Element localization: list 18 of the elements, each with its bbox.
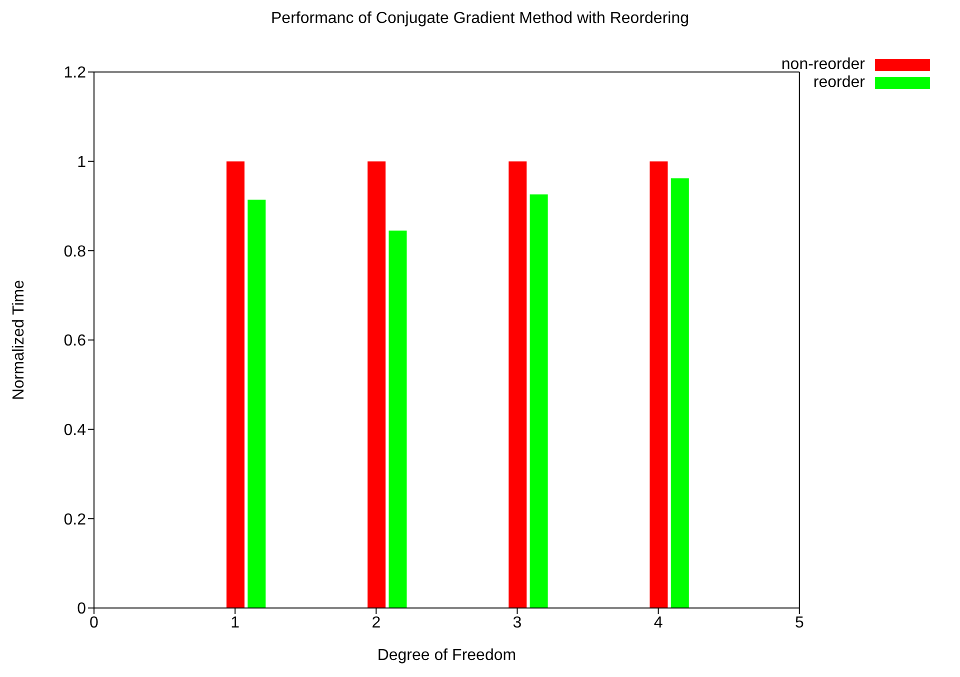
y-tick-label: 0.2 [64, 511, 86, 528]
x-tick-label: 2 [372, 614, 381, 632]
y-tick-label: 0.8 [64, 243, 86, 260]
y-tick-label: 1.2 [64, 64, 86, 82]
x-tick-label: 5 [794, 614, 804, 632]
y-tick-label: 0 [77, 600, 86, 618]
y-tick-label: 0.4 [64, 422, 86, 440]
y-tick-label: 1 [77, 154, 86, 172]
x-axis-title: Degree of Freedom [377, 647, 516, 664]
y-tick-label: 0.6 [64, 332, 86, 350]
x-tick-label: 0 [90, 614, 99, 632]
legend-label: reorder [813, 74, 865, 92]
x-tick-label: 4 [654, 614, 663, 632]
chart-title: Performanc of Conjugate Gradient Method with Reordering [270, 10, 690, 28]
x-tick-label: 3 [512, 614, 522, 632]
legend-label: non-reorder [781, 56, 865, 74]
x-tick-label: 1 [230, 614, 240, 632]
y-axis-title: Normalized Time [10, 280, 28, 400]
